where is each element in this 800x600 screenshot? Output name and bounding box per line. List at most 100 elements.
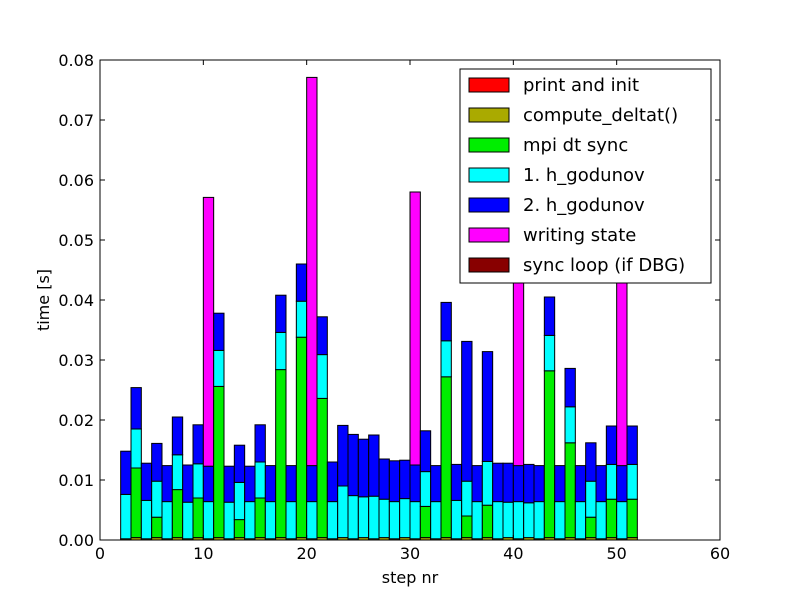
bar-segment-4-22: [326, 461, 339, 503]
bar-segment-4-35: [461, 340, 473, 482]
bar-segment-3-49: [605, 463, 618, 500]
bar-segment-3-16: [264, 501, 277, 540]
bar-segment-3-17: [275, 331, 287, 371]
bar-segment-3-15: [254, 461, 266, 499]
x-tick-label: 40: [503, 544, 523, 563]
bar-segment-4-37: [481, 351, 494, 462]
bar-segment-3-41: [523, 502, 535, 539]
bar-segment-4-44: [554, 465, 566, 503]
bar-segment-3-18: [285, 501, 297, 540]
bar-segment-2-5: [151, 516, 163, 539]
legend-label: print and init: [523, 75, 639, 96]
bar-segment-3-4: [140, 499, 153, 540]
bar-segment-4-34: [450, 463, 463, 501]
bar-segment-2-45: [564, 442, 576, 539]
bar-segment-2-51: [626, 498, 638, 539]
bar-segment-3-27: [378, 498, 390, 539]
bar-segment-3-40: [512, 501, 525, 540]
bar-segment-3-22: [326, 501, 339, 540]
bar-segment-2-3: [130, 467, 142, 539]
bar-segment-4-15: [254, 424, 266, 463]
bar-segment-4-27: [378, 458, 390, 500]
x-tick-label: 20: [296, 544, 316, 563]
bar-segment-4-24: [347, 433, 359, 497]
bar-segment-3-14: [244, 501, 256, 540]
legend-label: compute_deltat(): [523, 105, 678, 126]
bar-segment-3-51: [626, 463, 638, 500]
legend-swatch: [468, 137, 510, 153]
x-tick-label: 30: [400, 544, 420, 563]
bar-segment-5-20: [306, 76, 318, 467]
bar-segment-4-25: [357, 438, 370, 498]
y-tick-label: 0.00: [58, 531, 94, 550]
bar-segment-4-10: [202, 465, 215, 503]
bar-segment-4-29: [399, 459, 411, 500]
bar-segment-4-26: [368, 434, 380, 497]
bar-segment-4-23: [337, 424, 349, 487]
bar-segment-4-17: [275, 294, 287, 333]
y-tick-label: 0.05: [58, 231, 94, 250]
bar-segment-2-47: [585, 516, 597, 539]
y-tick-label: 0.08: [58, 51, 94, 70]
bar-segment-3-5: [151, 480, 163, 518]
bar-segment-3-26: [368, 495, 380, 540]
bar-segment-3-34: [450, 499, 463, 540]
bar-segment-4-40: [512, 465, 525, 503]
y-tick-label: 0.02: [58, 411, 94, 430]
legend: print and init compute_deltat()mpi dt syn…: [459, 68, 712, 284]
bar-segment-4-16: [264, 465, 277, 503]
bar-segment-2-15: [254, 497, 266, 539]
bar-segment-2-33: [440, 376, 452, 539]
bar-segment-4-6: [161, 465, 173, 503]
bar-segment-4-32: [430, 465, 442, 503]
bar-segment-4-31: [419, 430, 432, 473]
bar-segment-3-43: [543, 334, 556, 372]
bar-segment-2-35: [461, 515, 473, 539]
bar-segment-4-36: [471, 465, 483, 503]
bar-segment-2-49: [605, 498, 618, 539]
bar-segment-5-10: [202, 196, 215, 467]
legend-label: sync loop (if DBG): [523, 255, 685, 276]
bar-segment-4-12: [223, 465, 235, 503]
bar-segment-4-42: [533, 465, 545, 503]
bar-segment-4-20: [306, 465, 318, 503]
bar-segment-3-11: [213, 349, 225, 387]
bar-segment-3-30: [409, 501, 421, 540]
bar-segment-3-44: [554, 501, 566, 540]
y-axis-label: time [s]: [34, 269, 53, 331]
x-tick-label: 60: [710, 544, 730, 563]
bar-segment-4-48: [595, 465, 607, 503]
bar-segment-3-42: [533, 501, 545, 540]
bar-segment-2-31: [419, 505, 432, 539]
bar-segment-3-12: [223, 501, 235, 540]
legend-swatch: [468, 197, 510, 213]
legend-label: 1. h_godunov: [523, 165, 645, 186]
bar-segment-3-24: [347, 495, 359, 540]
bar-segment-4-3: [130, 387, 142, 430]
bar-segment-2-19: [295, 336, 308, 539]
bar-segment-4-21: [316, 316, 328, 356]
x-tick-label: 50: [606, 544, 626, 563]
bar-segment-4-28: [388, 460, 401, 503]
legend-swatch: [468, 257, 510, 273]
bar-segment-3-33: [440, 340, 452, 378]
bar-segment-3-47: [585, 480, 597, 518]
legend-label: writing state: [523, 225, 636, 246]
bar-segment-3-32: [430, 501, 442, 540]
bar-segment-4-30: [409, 464, 421, 503]
legend-swatch: [468, 107, 510, 123]
bar-segment-3-10: [202, 501, 215, 540]
bar-segment-2-43: [543, 370, 556, 539]
y-tick-label: 0.07: [58, 111, 94, 130]
bar-segment-3-37: [481, 460, 494, 506]
x-tick-label: 0: [95, 544, 105, 563]
bar-segment-3-20: [306, 501, 318, 540]
axis-ticks: 0 10 20 30 40 50 60 0.00 0.01 0.02 0.03 0.04 0.05 0.0…: [58, 51, 730, 563]
bar-segment-4-14: [244, 465, 256, 503]
bar-segment-4-8: [182, 464, 194, 503]
bar-segment-3-25: [357, 496, 370, 539]
bar-segment-4-33: [440, 301, 452, 342]
bar-segment-3-13: [233, 481, 246, 521]
bar-segment-3-46: [574, 501, 587, 540]
